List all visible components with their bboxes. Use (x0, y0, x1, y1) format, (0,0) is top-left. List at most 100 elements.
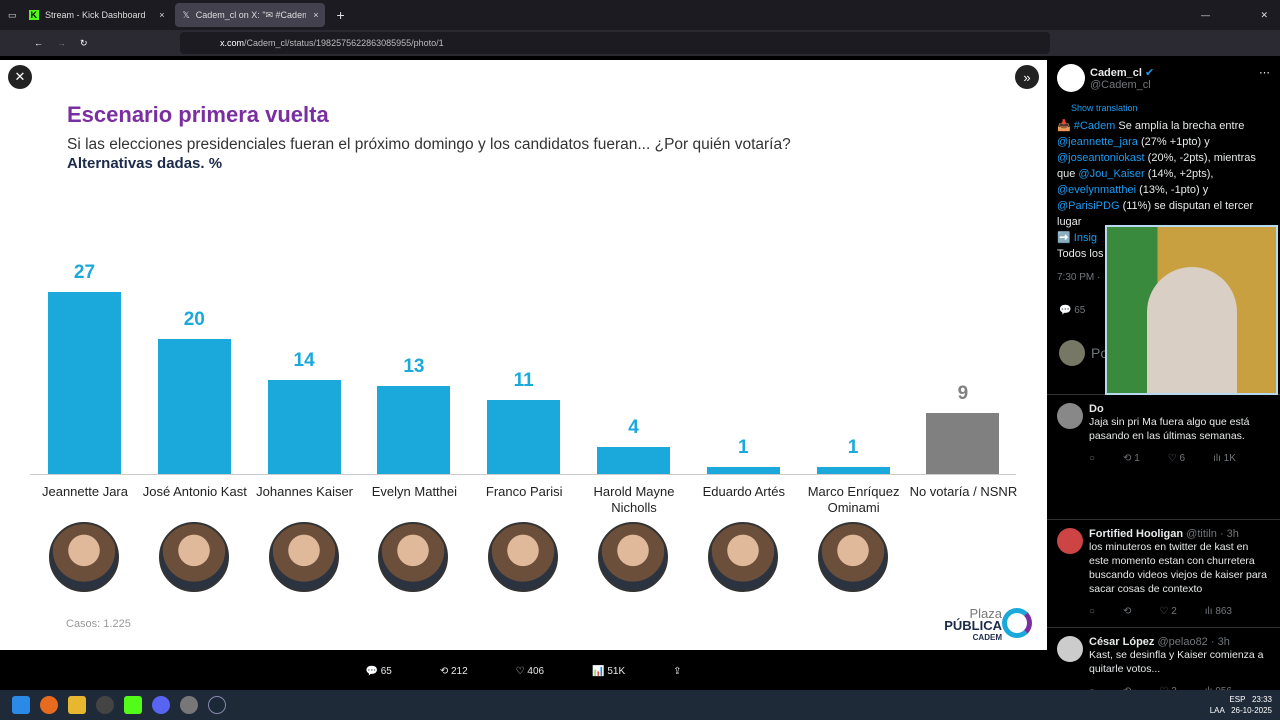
insights-link[interactable]: Insig (1073, 232, 1098, 244)
data-label: 11 (513, 369, 534, 391)
repost-icon[interactable]: ⟲ (1123, 686, 1131, 690)
candidate-photo (817, 522, 888, 592)
hashtag-link[interactable]: #Cadem (1073, 120, 1116, 132)
tweet-reply-count[interactable]: 💬 65 (1059, 305, 1086, 316)
reply-icon[interactable]: ○ (1089, 686, 1095, 690)
count: 1 (1134, 453, 1140, 464)
chart-slide: Escenario primera vuelta Si las eleccion… (0, 60, 1047, 650)
url-bar[interactable]: x.com/Cadem_cl/status/198257562286308595… (180, 32, 1050, 54)
mention-link[interactable]: @evelynmatthei (1057, 184, 1137, 196)
count: 956 (1215, 686, 1232, 690)
like-button[interactable]: ♡ 406 (515, 665, 545, 677)
reply-input[interactable]: Po (1091, 345, 1109, 361)
tab-kick[interactable]: K Stream - Kick Dashboard × (21, 3, 171, 27)
expand-sidebar-button[interactable]: » (1015, 65, 1039, 89)
avatar[interactable] (1057, 64, 1085, 92)
taskbar: ESP 23:33 LAA 26-10-2025 (0, 690, 1280, 720)
like-icon[interactable]: ♡ 2 (1159, 606, 1177, 617)
mention-link[interactable]: @ParisiPDG (1057, 200, 1120, 212)
views-icon[interactable]: ılı 863 (1204, 606, 1232, 617)
reply-icon[interactable]: ○ (1089, 453, 1096, 464)
repost-icon[interactable]: ⟲ (1123, 606, 1132, 617)
reload-icon[interactable]: ↻ (80, 37, 88, 48)
bar (926, 413, 1000, 474)
more-icon[interactable]: ⋯ (1259, 67, 1270, 79)
reply-text: los minuteros en twitter de kast en este… (1089, 541, 1268, 595)
discord-icon[interactable] (152, 696, 170, 714)
candidate-photo (268, 522, 339, 592)
avatar (1057, 403, 1083, 429)
like-icon[interactable]: ♡ 6 (1167, 453, 1186, 464)
reply-actions: ○ ⟲ ♡ 2 ılı 863 (1089, 606, 1270, 617)
views-icon[interactable]: ılı 956 (1205, 686, 1232, 690)
mention-link[interactable]: @jeannette_jara (1057, 136, 1138, 148)
reply-author: César López (1089, 636, 1155, 648)
bar (157, 339, 231, 474)
streamer-video (1147, 267, 1237, 393)
reply-button[interactable]: 💬 65 (365, 665, 392, 677)
data-label: 27 (73, 262, 96, 283)
verified-icon: ✔ (1145, 67, 1155, 79)
clock-time: 23:33 (1251, 695, 1272, 704)
reply-actions: ○ ⟲ 1 ♡ 6 ılı 1K (1089, 453, 1270, 464)
bar (487, 399, 561, 474)
reply-item[interactable]: César López @pelao82 · 3h Kast, se desinf… (1047, 627, 1280, 690)
obs-icon[interactable] (96, 696, 114, 714)
candidate-photo (707, 522, 778, 592)
mention-link[interactable]: @joseantoniokast (1057, 152, 1145, 164)
bar (597, 447, 670, 474)
bar (377, 386, 451, 474)
close-tab-icon[interactable]: × (159, 10, 165, 20)
candidate-photo (488, 522, 559, 592)
reply-item[interactable]: Fortified Hooligan @titiln · 3h los minut… (1047, 519, 1280, 627)
tweet-text-part: (27% +1pto) y (1140, 136, 1210, 148)
back-icon[interactable]: ← (34, 38, 43, 48)
windows-start-icon[interactable] (12, 696, 30, 714)
clock-date: 26-10-2025 (1231, 706, 1272, 715)
tweet-text-part: mientras que (1057, 152, 1256, 180)
views-icon[interactable]: ılı 1K (1213, 453, 1236, 464)
views-button[interactable]: 📊 51K (592, 665, 626, 677)
file-explorer-icon[interactable] (68, 696, 86, 714)
repost-button[interactable]: ⟲ 212 (439, 665, 468, 677)
kick-icon[interactable] (124, 696, 142, 714)
tab-bar: ▭ K Stream - Kick Dashboard × 𝕏 Cadem_cl on… (0, 0, 1280, 30)
count: 2 (1171, 686, 1177, 690)
reply-icon[interactable]: ○ (1089, 606, 1096, 617)
data-label: 1 (847, 437, 859, 459)
like-count: 406 (527, 665, 545, 677)
reply-text: Kast, se desinfla y Kaiser comienza a qu… (1089, 649, 1264, 675)
category-label: Johannes Kaiser (256, 484, 354, 499)
like-icon[interactable]: ♡ 2 (1159, 686, 1176, 690)
tweet-text: 📥 #Cadem Se amplía la brecha entre @jean… (1057, 120, 1256, 260)
candidate-photo (598, 522, 668, 592)
reply-item[interactable]: Do Jaja sin pri Ma fuera algo que está pa… (1047, 394, 1280, 519)
new-tab-button[interactable]: + (336, 7, 345, 23)
repost-icon[interactable]: ⟲ 1 (1123, 453, 1140, 464)
show-translation-link[interactable]: Show translation (1071, 103, 1138, 113)
firefox-icon[interactable] (40, 696, 58, 714)
tab-x[interactable]: 𝕏 Cadem_cl on X: "✉ #Cadem Se × (174, 3, 325, 27)
url-host: x.com (220, 38, 245, 48)
forward-icon[interactable]: → (57, 38, 66, 48)
steam-icon[interactable] (208, 696, 226, 714)
bar (267, 379, 341, 474)
tweet-time[interactable]: 7:30 PM · (1057, 272, 1101, 283)
minimize-button[interactable]: — (1201, 10, 1210, 20)
close-tab-icon[interactable]: × (313, 10, 319, 20)
webcam-overlay (1105, 225, 1278, 395)
share-icon[interactable]: ⇪ (673, 665, 682, 677)
data-label: 14 (293, 349, 315, 371)
mention-link[interactable]: @Jou_Kaiser (1078, 168, 1145, 180)
author-handle[interactable]: @Cadem_cl (1090, 79, 1151, 91)
tab-list-icon[interactable]: ▭ (8, 9, 17, 20)
close-viewer-button[interactable]: ✕ (8, 65, 32, 89)
settings-icon[interactable] (180, 696, 198, 714)
system-tray[interactable]: ESP 23:33 LAA 26-10-2025 (1210, 694, 1272, 716)
reply-handle: @titiln · 3h (1186, 528, 1239, 540)
author-name[interactable]: Cadem_cl (1090, 67, 1142, 79)
reply-actions: ○ ⟲ ♡ 2 ılı 956 (1089, 686, 1270, 690)
category-label: Evelyn Matthei (371, 484, 458, 499)
close-window-button[interactable]: ✕ (1260, 9, 1268, 20)
data-label: 4 (628, 417, 639, 439)
